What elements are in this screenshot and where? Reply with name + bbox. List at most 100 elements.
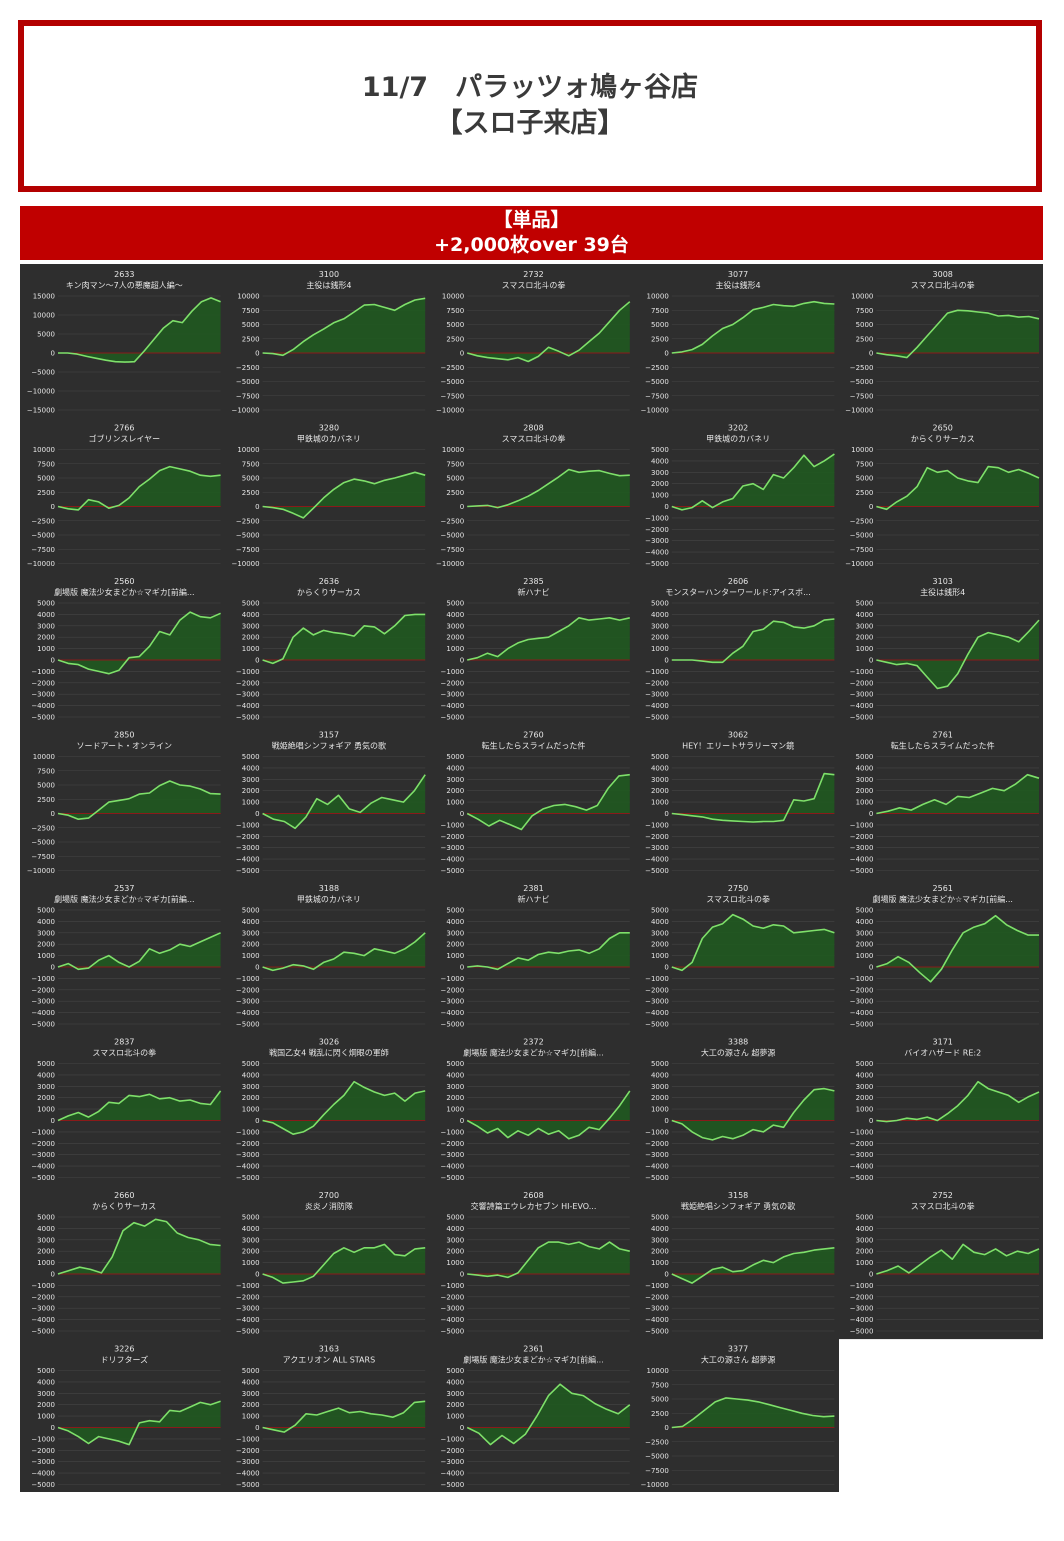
- y-tick-label: −5000: [31, 714, 55, 722]
- chart-background: [429, 1031, 635, 1186]
- y-tick-label: 3000: [242, 1390, 260, 1398]
- series-area: [58, 297, 221, 363]
- y-tick-label: 4000: [651, 764, 669, 772]
- y-tick-label: −4000: [441, 856, 465, 864]
- y-tick-label: 0: [51, 503, 55, 511]
- y-tick-label: −5000: [645, 1021, 669, 1029]
- y-tick-label: 3000: [37, 622, 55, 630]
- y-tick-label: 2000: [242, 787, 260, 795]
- y-tick-label: 3000: [446, 1236, 464, 1244]
- y-tick-label: 0: [255, 503, 259, 511]
- y-tick-label: 2500: [242, 489, 260, 497]
- y-tick-label: −5000: [236, 1481, 260, 1489]
- y-tick-label: −5000: [645, 1453, 669, 1461]
- y-tick-label: 3000: [651, 776, 669, 784]
- y-tick-label: −10000: [231, 560, 259, 568]
- y-tick-label: −2000: [645, 1293, 669, 1301]
- chart-panel: 2636 からくりサーカス 5000 4000 3000 2000 1000 0 −1000 −2…: [224, 571, 430, 726]
- machine-name: 主役は銭形4: [920, 587, 965, 597]
- machine-number: 2660: [114, 1191, 134, 1200]
- banner-summary: +2,000枚over 39台: [434, 234, 629, 256]
- y-tick-label: 5000: [37, 782, 55, 790]
- y-tick-label: −5000: [31, 369, 55, 377]
- series-line: [671, 1397, 835, 1429]
- y-tick-label: 4000: [651, 918, 669, 926]
- y-tick-label: 0: [869, 657, 873, 665]
- y-tick-label: 5000: [651, 600, 669, 608]
- machine-number: 3026: [319, 1038, 339, 1047]
- y-tick-label: −2000: [441, 1140, 465, 1148]
- y-tick-label: 5000: [446, 1367, 464, 1375]
- machine-number: 2761: [933, 731, 953, 740]
- y-tick-label: −5000: [236, 378, 260, 386]
- series-area: [876, 1244, 1039, 1274]
- machine-number: 2608: [523, 1191, 543, 1200]
- y-tick-label: −10000: [845, 560, 873, 568]
- y-tick-label: 2500: [446, 335, 464, 343]
- y-tick-label: −1000: [236, 821, 260, 829]
- machine-name: 新ハナビ: [518, 587, 550, 597]
- series-line: [467, 468, 630, 509]
- y-tick-label: −4000: [441, 702, 465, 710]
- machine-name: からくりサーカス: [92, 1202, 156, 1211]
- series-line: [876, 914, 1040, 983]
- machine-name: からくりサーカス: [297, 588, 361, 597]
- machine-number: 2766: [114, 424, 134, 433]
- y-tick-label: −3000: [645, 1151, 669, 1159]
- chart-panel: 3171 バイオハザード RE:2 5000 4000 3000 2000 1000 0 −10…: [838, 1031, 1043, 1186]
- y-tick-label: 1000: [856, 799, 874, 807]
- series-line: [671, 913, 835, 972]
- machine-name: 劇場版 魔法少女まどか☆マギカ[前編...: [463, 1355, 603, 1365]
- machine-name: ドリフターズ: [100, 1355, 148, 1365]
- y-tick-label: −1000: [441, 1128, 465, 1136]
- series-area: [671, 773, 835, 822]
- series-area: [467, 932, 630, 970]
- y-tick-label: −4000: [236, 1470, 260, 1478]
- y-tick-label: 7500: [242, 307, 260, 315]
- series-line: [57, 1400, 221, 1446]
- series-area: [467, 1242, 630, 1278]
- y-tick-label: 0: [255, 1117, 259, 1125]
- chart-panel: 2606 モンスターハンターワールド:アイスボ... 5000 4000 3000 200…: [633, 571, 839, 726]
- y-tick-label: 0: [255, 964, 259, 972]
- y-tick-label: 1000: [242, 952, 260, 960]
- y-tick-label: −2000: [645, 679, 669, 687]
- y-tick-label: 4000: [242, 764, 260, 772]
- y-tick-label: 2000: [856, 941, 874, 949]
- series-area: [262, 932, 426, 971]
- y-tick-label: −2500: [441, 364, 465, 372]
- y-tick-label: −5000: [645, 714, 669, 722]
- y-tick-label: 5000: [37, 1367, 55, 1375]
- y-tick-label: −4000: [441, 1470, 465, 1478]
- y-tick-label: 3000: [37, 929, 55, 937]
- y-tick-label: 2000: [37, 1248, 55, 1256]
- y-tick-label: 5000: [446, 1060, 464, 1068]
- y-tick-label: 2000: [37, 941, 55, 949]
- series-line: [262, 1080, 426, 1135]
- y-tick-label: −4000: [31, 1163, 55, 1171]
- y-tick-label: 5000: [446, 907, 464, 915]
- y-tick-label: −2500: [236, 364, 260, 372]
- machine-name: 劇場版 魔法少女まどか☆マギカ[前編...: [872, 894, 1012, 904]
- y-tick-label: 7500: [37, 767, 55, 775]
- machine-number: 3103: [933, 577, 953, 586]
- series-line: [466, 301, 631, 363]
- y-tick-label: −2000: [31, 1293, 55, 1301]
- y-tick-label: 1000: [651, 1106, 669, 1114]
- series-line: [671, 618, 835, 664]
- y-tick-label: −5000: [441, 714, 465, 722]
- y-tick-label: −1000: [441, 1435, 465, 1443]
- page-title: 11/7 パラッツォ鳩ヶ谷店: [361, 72, 699, 103]
- y-tick-label: 4000: [446, 611, 464, 619]
- y-tick-label: 0: [255, 1271, 259, 1279]
- y-tick-label: 1000: [37, 1259, 55, 1267]
- y-tick-label: −5000: [236, 1174, 260, 1182]
- y-tick-label: 5000: [242, 1060, 260, 1068]
- y-tick-label: 3000: [856, 929, 874, 937]
